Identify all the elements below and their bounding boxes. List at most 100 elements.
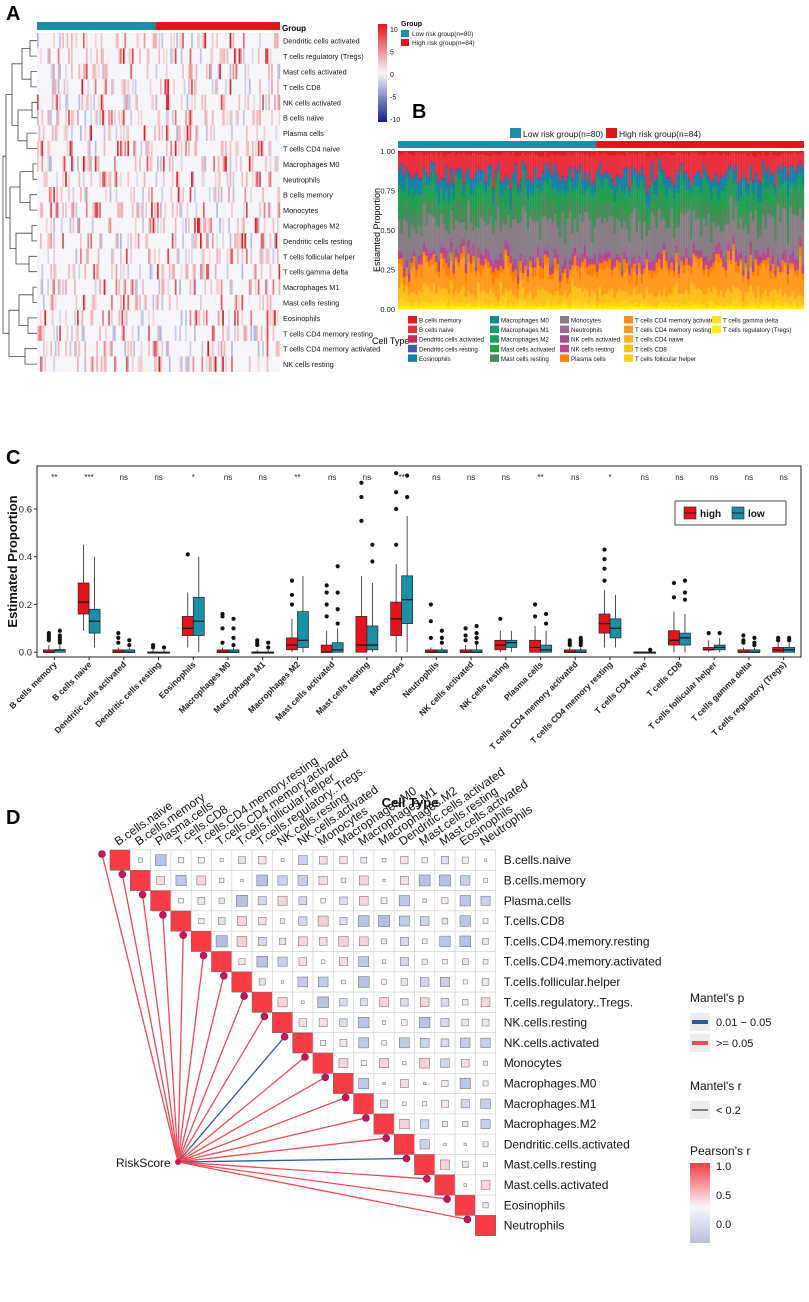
stacked-segment [531,305,535,307]
heatmap-cell [268,79,270,95]
stacked-segment [687,264,691,270]
stacked-segment [680,264,683,268]
stacked-segment [578,151,582,154]
stacked-segment [407,272,411,279]
heatmap-cell [134,217,137,234]
stacked-segment [558,193,562,195]
stacked-segment [690,151,693,153]
stacked-segment [417,152,421,177]
stacked-segment [672,307,676,310]
stacked-segment [707,258,711,262]
stacked-segment [407,277,411,282]
stacked-segment [630,258,634,261]
stacked-segment [789,191,792,198]
stacked-segment [635,183,639,188]
box-outlier [474,635,479,641]
stacked-segment [652,260,656,266]
stacked-segment [754,194,758,200]
stacked-segment [729,165,733,170]
stacked-legend-swatch [560,325,569,334]
heatmap-cell [262,140,264,157]
stacked-segment [761,160,765,164]
stacked-segment [680,174,683,188]
heatmap-cell [216,202,218,218]
stacked-segment [474,276,478,298]
heatmap-cell [51,94,54,110]
heatmap-cell [159,202,162,218]
heatmap-cell [235,110,238,126]
stacked-segment [769,215,772,261]
stacked-segment [524,254,527,260]
stacked-segment [640,214,644,240]
stacked-segment [474,154,478,172]
stacked-segment [563,306,567,310]
heatmap-cell [207,217,210,234]
stacked-segment [415,267,418,270]
heatmap-cell [50,264,53,280]
heatmap-cell [121,79,124,95]
stacked-segment [556,175,560,189]
panel-d-label: D [6,807,20,829]
stacked-segment [529,154,532,177]
heatmap-cell [133,341,135,357]
stacked-segment [786,153,790,175]
stacked-segment [415,277,418,279]
heatmap-cell [189,187,192,203]
stacked-segment [620,198,624,208]
stacked-segment [714,175,718,184]
stacked-segment [484,180,488,183]
stacked-segment [754,297,758,300]
stacked-segment [598,155,602,162]
stacked-segment [417,191,421,196]
heatmap-cell [105,356,107,372]
stacked-segment [462,242,465,246]
stacked-segment [791,257,795,264]
stacked-segment [623,291,626,300]
stacked-segment [625,261,629,264]
stacked-segment [702,155,706,164]
stacked-segment [605,153,609,171]
stacked-segment [487,200,490,207]
stacked-segment [695,307,698,310]
heatmap-cell [211,233,214,249]
stacked-segment [492,151,495,155]
stacked-segment [608,174,612,183]
heatmap-cell [78,94,81,110]
heatmap-group-bar [37,22,280,30]
stacked-segment [558,180,562,192]
box-outlier [463,638,468,643]
stacked-segment [549,293,552,304]
stacked-segment [509,263,513,275]
stacked-segment [398,203,401,212]
stacked-segment [596,279,599,302]
stacked-segment [573,286,577,301]
stacked-segment [709,180,713,182]
stacked-segment [749,192,753,198]
stacked-segment [776,271,780,292]
box-outlier [578,635,583,641]
stacked-segment [648,209,651,217]
stacked-segment [430,305,433,308]
heatmap-cell [165,79,168,95]
stacked-segment [516,186,520,189]
stacked-segment [494,220,498,256]
stacked-segment [454,246,458,250]
stacked-segment [400,233,404,248]
stacked-segment [799,240,802,247]
stacked-segment [427,198,431,214]
stacked-segment [794,300,797,304]
stacked-segment [504,303,508,307]
stacked-segment [638,153,641,174]
stacked-segment [435,188,438,193]
stacked-segment [727,180,730,183]
stacked-segment [516,223,520,273]
stacked-segment [494,278,498,297]
heatmap-cell [268,94,270,110]
stacked-segment [781,302,785,307]
heatmap-cell [158,356,161,372]
stacked-segment [553,252,557,259]
stacked-segment [489,273,493,276]
stacked-segment [657,172,661,174]
